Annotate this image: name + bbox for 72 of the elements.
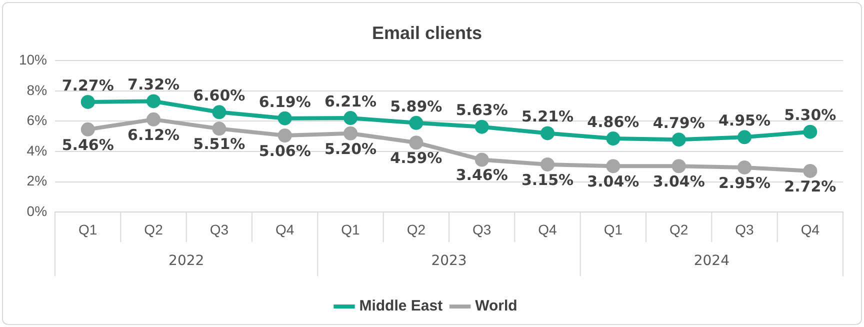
point bbox=[344, 111, 358, 126]
point bbox=[146, 112, 161, 126]
point bbox=[146, 94, 161, 108]
point bbox=[409, 116, 424, 130]
data-label: 5.20% bbox=[324, 140, 377, 158]
x-tick-label: Q3 bbox=[472, 221, 492, 238]
y-tick-label: 4% bbox=[26, 142, 48, 158]
point bbox=[738, 160, 752, 174]
text: 2022 bbox=[168, 252, 204, 269]
x-tick-label: Q3 bbox=[210, 221, 229, 238]
data-label: 5.30% bbox=[784, 106, 836, 124]
point bbox=[606, 132, 620, 146]
x-tick-label: Q2 bbox=[144, 221, 164, 238]
data-label: 5.06% bbox=[258, 142, 311, 160]
data-label: 2.95% bbox=[718, 174, 771, 192]
point bbox=[474, 152, 489, 167]
y-tick-label: 8% bbox=[26, 82, 48, 98]
data-label: 6.12% bbox=[127, 126, 180, 144]
data-label: 3.46% bbox=[456, 166, 508, 184]
data-label: 5.46% bbox=[62, 136, 114, 154]
point bbox=[80, 122, 95, 136]
data-label: 7.32% bbox=[127, 76, 180, 94]
point bbox=[474, 120, 489, 134]
x-tick-label: Q3 bbox=[735, 221, 754, 238]
point bbox=[672, 159, 686, 174]
x-tick-label: Q1 bbox=[604, 221, 623, 238]
text: 2024 bbox=[694, 252, 730, 269]
text: 2023 bbox=[431, 252, 467, 269]
point bbox=[803, 164, 818, 178]
x-tick-label: Q4 bbox=[538, 221, 558, 238]
data-label: 4.95% bbox=[718, 112, 771, 130]
data-label: 3.15% bbox=[521, 170, 574, 189]
y-tick-label: 2% bbox=[26, 172, 48, 189]
data-label: 5.89% bbox=[390, 97, 442, 116]
x-tick-label: Q4 bbox=[276, 221, 294, 238]
data-label: 4.59% bbox=[390, 149, 442, 168]
point bbox=[540, 157, 555, 172]
point bbox=[278, 128, 292, 142]
point bbox=[344, 126, 358, 140]
point bbox=[672, 132, 686, 147]
data-label: 6.19% bbox=[258, 92, 311, 111]
x-tick-label: Q4 bbox=[800, 221, 820, 238]
y-tick-label: 6% bbox=[26, 112, 48, 128]
data-label: 5.63% bbox=[456, 101, 508, 120]
legend-label: Middle East bbox=[359, 298, 443, 315]
point bbox=[409, 136, 424, 150]
point bbox=[212, 105, 226, 120]
x-tick-label: Q1 bbox=[78, 221, 98, 238]
x-tick-label: Q2 bbox=[669, 221, 688, 238]
y-tick-label: 10% bbox=[18, 51, 48, 68]
point bbox=[212, 122, 226, 136]
data-label: 3.04% bbox=[652, 172, 705, 191]
data-label: 4.79% bbox=[652, 114, 705, 132]
legend-label: World bbox=[475, 298, 518, 315]
data-label: 4.86% bbox=[587, 112, 640, 131]
point bbox=[278, 111, 292, 126]
point bbox=[738, 130, 752, 144]
data-label: 5.21% bbox=[521, 108, 574, 126]
data-label: 3.04% bbox=[587, 172, 640, 191]
chart-title: Email clients bbox=[372, 22, 482, 43]
data-label: 6.21% bbox=[324, 92, 377, 110]
y-tick-label: 0% bbox=[26, 203, 48, 220]
x-tick-label: Q2 bbox=[406, 221, 426, 238]
point bbox=[540, 126, 555, 140]
data-label: 7.27% bbox=[62, 76, 114, 94]
data-label: 2.72% bbox=[784, 177, 836, 196]
data-label: 6.60% bbox=[193, 86, 246, 105]
point bbox=[80, 94, 95, 109]
data-label: 5.51% bbox=[193, 135, 246, 154]
x-tick-label: Q1 bbox=[341, 221, 360, 238]
point bbox=[606, 159, 620, 174]
point bbox=[803, 124, 818, 139]
